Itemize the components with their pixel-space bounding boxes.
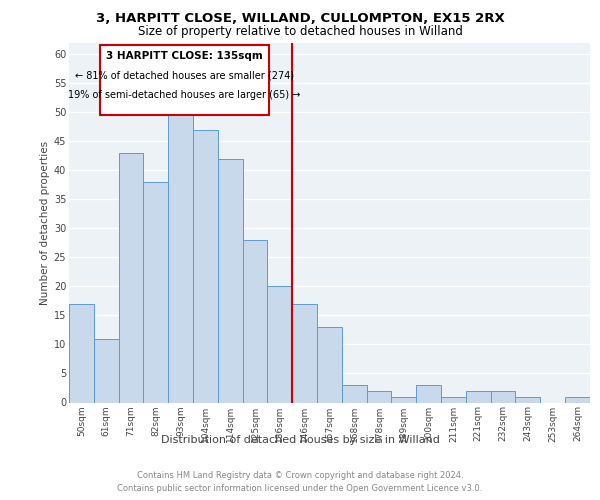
Text: 19% of semi-detached houses are larger (65) →: 19% of semi-detached houses are larger (… <box>68 90 301 100</box>
Bar <box>342 385 367 402</box>
Bar <box>441 396 466 402</box>
Bar <box>565 396 590 402</box>
Text: ← 81% of detached houses are smaller (274): ← 81% of detached houses are smaller (27… <box>75 70 294 81</box>
Bar <box>119 153 143 402</box>
Bar <box>515 396 540 402</box>
Bar <box>491 391 515 402</box>
Bar <box>218 158 242 402</box>
Bar <box>168 112 193 403</box>
Bar <box>100 46 269 115</box>
Text: Contains public sector information licensed under the Open Government Licence v3: Contains public sector information licen… <box>118 484 482 493</box>
Bar <box>94 338 119 402</box>
Bar <box>193 130 218 402</box>
Bar <box>143 182 168 402</box>
Bar <box>69 304 94 402</box>
Text: 3 HARPITT CLOSE: 135sqm: 3 HARPITT CLOSE: 135sqm <box>106 51 263 61</box>
Bar <box>292 304 317 402</box>
Bar <box>242 240 268 402</box>
Bar <box>391 396 416 402</box>
Y-axis label: Number of detached properties: Number of detached properties <box>40 140 50 304</box>
Bar <box>416 385 441 402</box>
Text: Contains HM Land Registry data © Crown copyright and database right 2024.: Contains HM Land Registry data © Crown c… <box>137 471 463 480</box>
Text: Distribution of detached houses by size in Willand: Distribution of detached houses by size … <box>161 435 439 445</box>
Text: Size of property relative to detached houses in Willand: Size of property relative to detached ho… <box>137 25 463 38</box>
Bar <box>367 391 391 402</box>
Bar <box>466 391 491 402</box>
Bar <box>268 286 292 403</box>
Text: 3, HARPITT CLOSE, WILLAND, CULLOMPTON, EX15 2RX: 3, HARPITT CLOSE, WILLAND, CULLOMPTON, E… <box>95 12 505 26</box>
Bar <box>317 327 342 402</box>
